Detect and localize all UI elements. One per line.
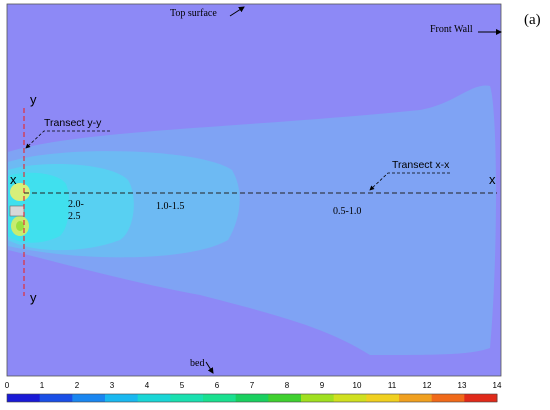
panel-label: (a)	[524, 12, 541, 28]
colorbar-frame	[6, 393, 498, 403]
transect-y-y-label: Transect y-y	[44, 117, 102, 129]
top-surface-arrow	[229, 6, 245, 17]
colorbar-segment	[7, 394, 41, 402]
jet-outlet	[9, 205, 25, 217]
top-surface-label: Top surface	[170, 8, 217, 19]
colorbar-segment	[170, 394, 204, 402]
colorbar-segment	[366, 394, 400, 402]
colorbar-tick-label: 7	[250, 381, 255, 390]
colorbar-segment	[72, 394, 106, 402]
zone-label-low: 0.5-1.0	[333, 206, 361, 217]
colorbar-tick-label: 5	[180, 381, 185, 390]
colorbar-tick-label: 9	[320, 381, 325, 390]
colorbar-segment	[333, 394, 367, 402]
colorbar-segment	[301, 394, 335, 402]
colorbar-tick-label: 10	[353, 381, 362, 390]
x-marker-right: x	[489, 172, 496, 187]
colorbar-segment	[235, 394, 269, 402]
colorbar-tick-label: 12	[423, 381, 432, 390]
colorbar-tick-label: 1	[40, 381, 45, 390]
colorbar: 0 1 2 3 4 5 6 7 8 9 10 11 12 13 14	[5, 381, 502, 403]
bed-arrow	[205, 361, 214, 374]
transect-x-x-arrow	[369, 172, 450, 191]
colorbar-tick-label: 3	[110, 381, 115, 390]
hotspot-upper	[10, 183, 30, 201]
hotspot-lower-core	[16, 221, 24, 231]
colorbar-tick-label: 14	[493, 381, 502, 390]
colorbar-tick-label: 6	[215, 381, 220, 390]
colorbar-tick-label: 2	[75, 381, 80, 390]
x-marker-left: x	[10, 172, 17, 187]
colorbar-tick-label: 0	[5, 381, 10, 390]
y-marker-bottom: y	[30, 290, 37, 305]
zone-label-high: 2.0- 2.5	[68, 199, 86, 222]
transect-y-y-arrow	[25, 130, 110, 149]
colorbar-segment	[431, 394, 465, 402]
colorbar-tick-label: 8	[285, 381, 290, 390]
transect-x-x-label: Transect x-x	[392, 159, 450, 171]
colorbar-segment	[39, 394, 73, 402]
colorbar-segment	[105, 394, 139, 402]
bed-label: bed	[190, 358, 204, 369]
colorbar-tick-label: 11	[388, 381, 397, 390]
colorbar-segment	[203, 394, 237, 402]
front-wall-label: Front Wall	[430, 24, 473, 35]
colorbar-segment	[268, 394, 302, 402]
y-marker-top: y	[30, 92, 37, 107]
colorbar-tick-label: 4	[145, 381, 150, 390]
colorbar-segment	[399, 394, 433, 402]
colorbar-tick-label: 13	[458, 381, 467, 390]
colorbar-segment	[137, 394, 171, 402]
colorbar-segment	[464, 394, 498, 402]
zone-label-mid: 1.0-1.5	[156, 201, 184, 212]
